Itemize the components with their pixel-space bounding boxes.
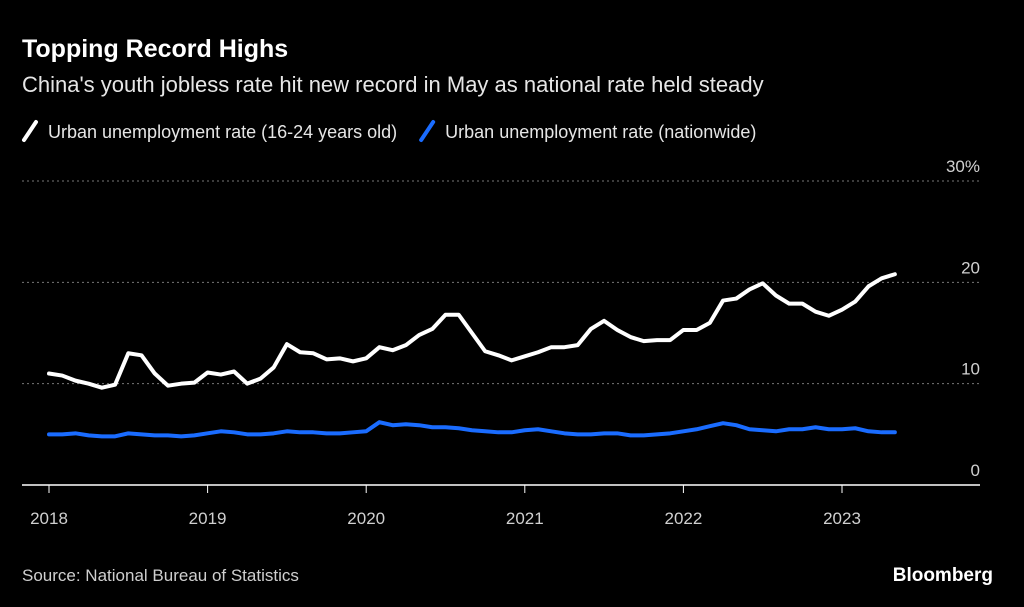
x-tick-label: 2019 <box>189 509 227 528</box>
series-line <box>47 420 897 439</box>
y-tick-label: 0 <box>971 461 980 480</box>
x-tick-label: 2022 <box>664 509 702 528</box>
series-line <box>47 272 897 390</box>
legend-label: Urban unemployment rate (nationwide) <box>445 122 756 142</box>
x-tick-label: 2018 <box>30 509 68 528</box>
source: Source: National Bureau of Statistics <box>22 566 299 585</box>
chart-title: Topping Record Highs <box>22 35 288 63</box>
legend-label: Urban unemployment rate (16-24 years old… <box>48 122 397 142</box>
x-tick-label: 2021 <box>506 509 544 528</box>
x-tick-label: 2020 <box>347 509 385 528</box>
y-tick-label: 20 <box>961 258 980 277</box>
brand: Bloomberg <box>893 565 993 586</box>
x-tick-label: 2023 <box>823 509 861 528</box>
y-tick-label: 30% <box>946 157 980 176</box>
y-tick-label: 10 <box>961 360 980 379</box>
legend-swatch <box>22 120 38 142</box>
legend-swatch <box>419 120 436 142</box>
chart-subtitle: China's youth jobless rate hit new recor… <box>22 72 764 97</box>
